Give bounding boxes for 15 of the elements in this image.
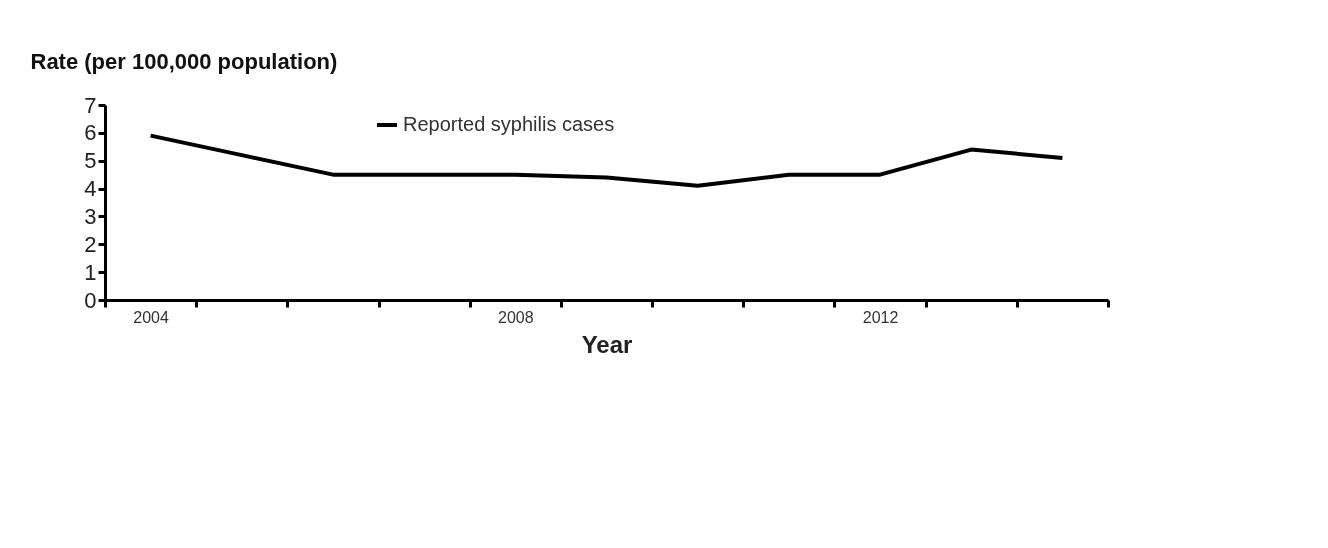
y-tick-label: 7: [84, 92, 97, 118]
y-tick-label: 2: [84, 231, 97, 257]
line-series: [148, 133, 1065, 188]
y-tick-label: 1: [84, 259, 97, 285]
y-tick-label: 0: [84, 287, 97, 313]
y-axis-title: Rate (per 100,000 population): [30, 48, 338, 74]
x-tick-label: 2008: [498, 308, 534, 326]
x-tick-label: 2004: [133, 308, 169, 326]
y-tick-label: 3: [84, 203, 97, 229]
y-tick-label: 4: [84, 176, 97, 202]
x-tick-label: 2012: [862, 308, 899, 326]
x-axis-title: Year: [581, 330, 633, 358]
y-tick-label: 6: [84, 120, 97, 146]
y-tick-label: 5: [84, 148, 97, 174]
legend-label: Reported syphilis cases: [403, 113, 615, 135]
